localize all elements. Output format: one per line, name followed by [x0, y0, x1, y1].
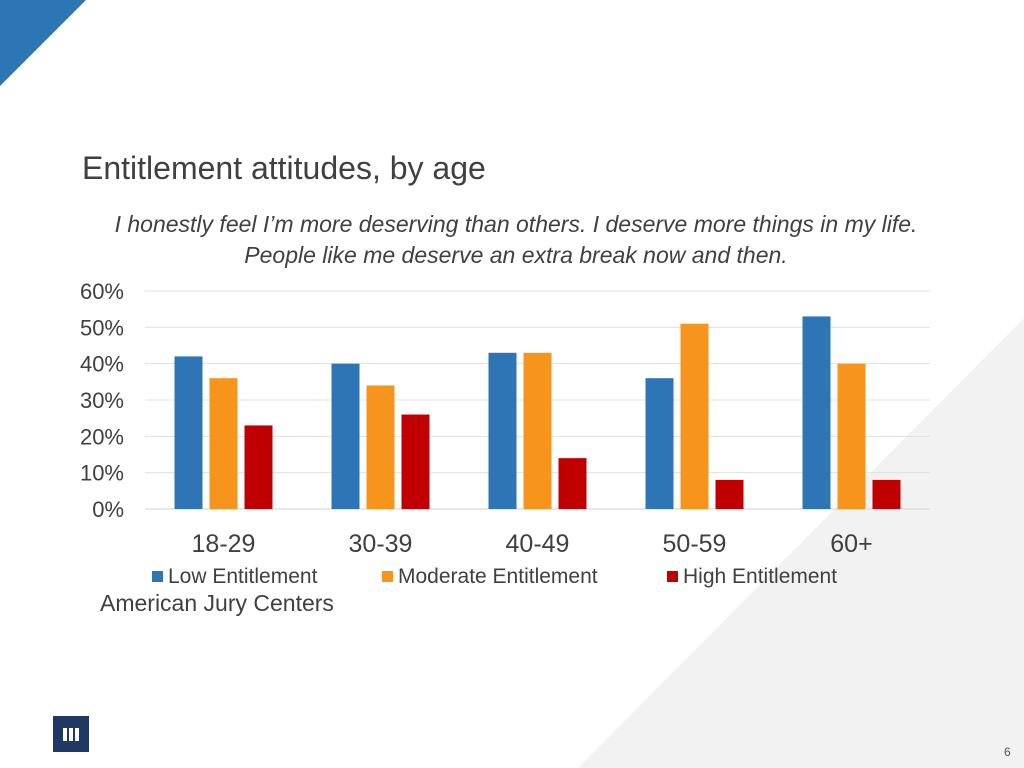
- source-label: American Jury Centers: [100, 590, 334, 616]
- y-tick-label: 60%: [80, 279, 124, 304]
- y-tick-label: 50%: [80, 315, 124, 340]
- slide-subtitle: I honestly feel I’m more deserving than …: [114, 211, 918, 268]
- legend-item-moderate: Moderate Entitlement: [382, 565, 598, 589]
- bar: [802, 316, 831, 509]
- legend-item-low: Low Entitlement: [152, 565, 317, 589]
- legend-item-high: High Entitlement: [667, 565, 837, 589]
- slide-title: Entitlement attitudes, by age: [82, 150, 486, 186]
- bar: [645, 378, 674, 509]
- bar: [331, 363, 360, 509]
- x-tick-label: 30-39: [349, 530, 413, 558]
- bar: [558, 458, 587, 509]
- x-tick-label: 60+: [830, 530, 872, 558]
- bar: [366, 385, 395, 509]
- bar: [174, 356, 203, 509]
- corner-accent: [0, 0, 86, 86]
- x-tick-label: 18-29: [192, 530, 256, 558]
- bar: [523, 352, 552, 509]
- bar: [715, 479, 744, 509]
- bar: [244, 425, 273, 509]
- y-tick-label: 10%: [80, 461, 124, 486]
- iii-logo-icon: [53, 716, 89, 752]
- bar: [401, 414, 430, 509]
- x-tick-label: 50-59: [663, 530, 727, 558]
- legend-swatch-moderate: [382, 571, 393, 582]
- y-tick-label: 30%: [80, 388, 124, 413]
- bar: [680, 323, 709, 509]
- y-tick-label: 40%: [80, 352, 124, 377]
- legend-swatch-low: [152, 571, 163, 582]
- legend-label-low: Low Entitlement: [168, 565, 318, 588]
- bar: [209, 378, 238, 509]
- page-number: 6: [1004, 745, 1011, 759]
- y-tick-label: 20%: [80, 424, 124, 449]
- y-tick-label: 0%: [92, 497, 124, 522]
- legend-label-moderate: Moderate Entitlement: [398, 565, 598, 588]
- bar: [872, 479, 901, 509]
- bar: [488, 352, 517, 509]
- x-tick-label: 40-49: [506, 530, 570, 558]
- bar: [837, 363, 866, 509]
- legend-label-high: High Entitlement: [683, 565, 838, 588]
- legend-swatch-high: [667, 571, 678, 582]
